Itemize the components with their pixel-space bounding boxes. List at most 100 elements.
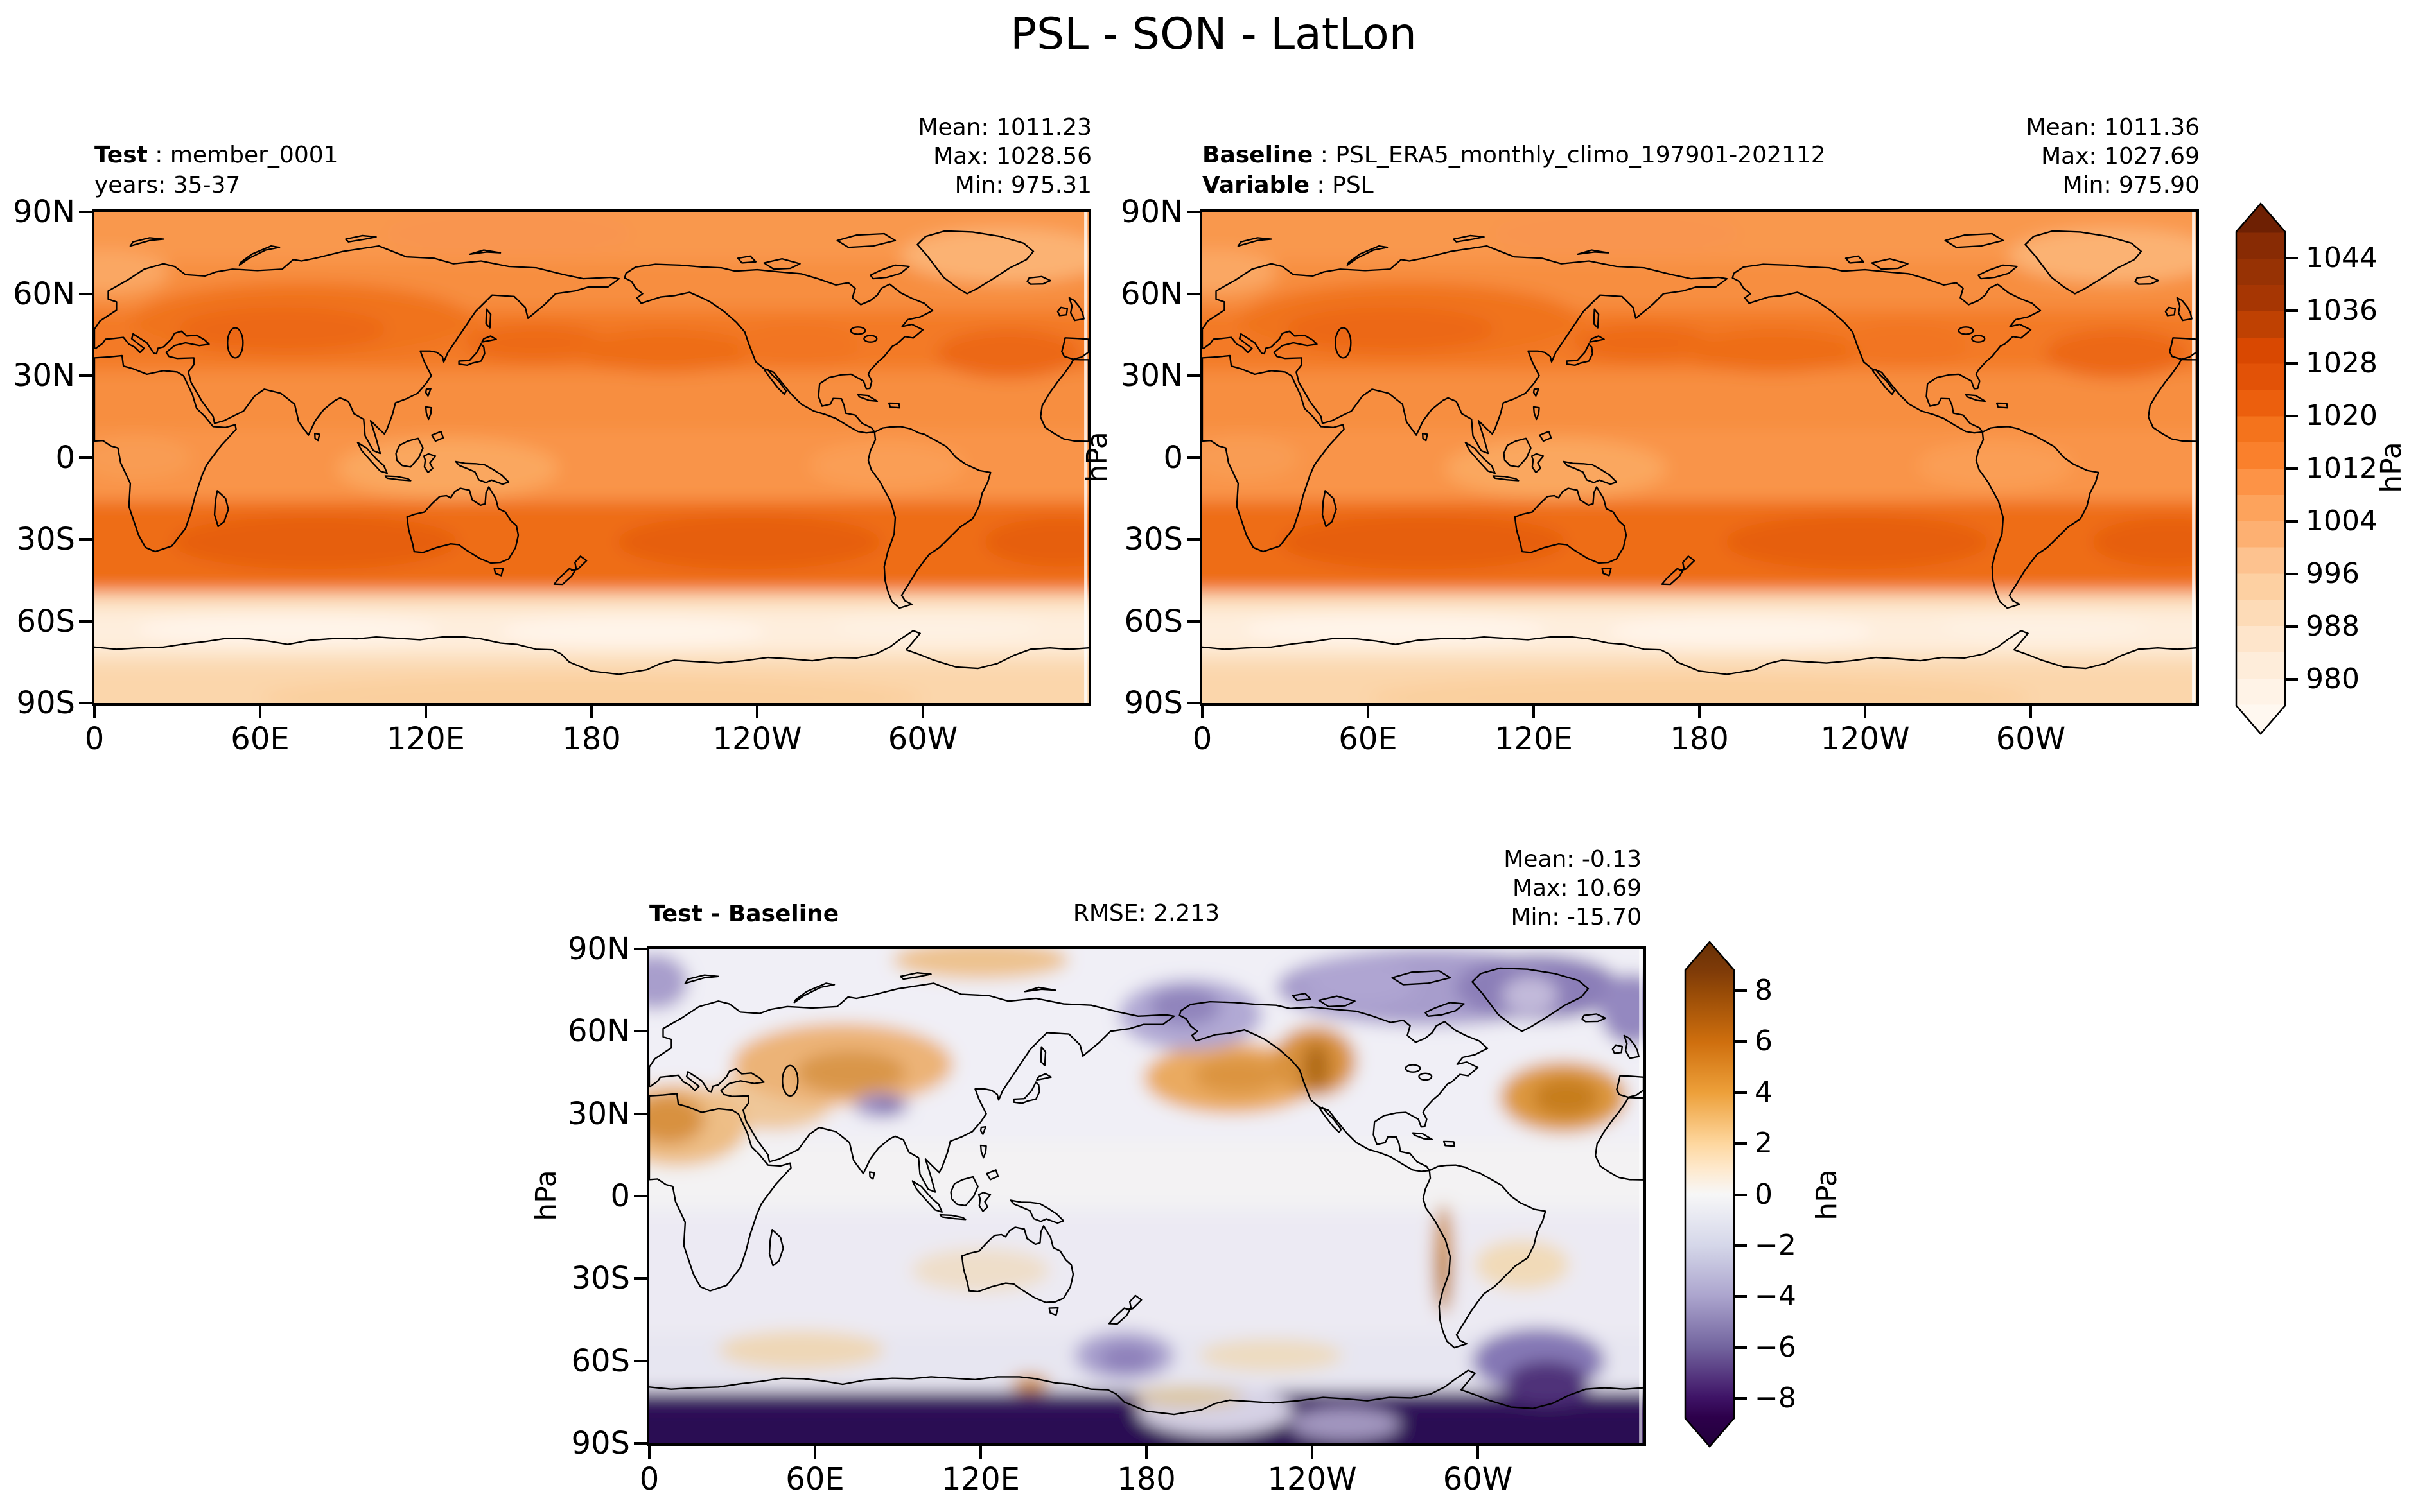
- test-y-tick-label: 0: [55, 439, 75, 476]
- baseline-name: PSL_ERA5_monthly_climo_197901-202112: [1335, 142, 1826, 168]
- diff-x-tick: [814, 1446, 816, 1459]
- test-min: Min: 975.31: [954, 172, 1092, 198]
- test-header: Test : member_0001 years: 35-37: [94, 140, 338, 200]
- baseline-y-tick-label: 60S: [1124, 603, 1183, 639]
- colorbar-difference-unit: hPa: [1810, 1169, 1843, 1221]
- baseline-map-plot: [1202, 212, 2196, 703]
- colorbar-difference-tick-label: −2: [1755, 1229, 1796, 1262]
- baseline-y-tick-label: 90S: [1124, 685, 1183, 721]
- colorbar-absolute-tick-label: 996: [2306, 557, 2360, 590]
- test-map-plot: [94, 212, 1089, 703]
- test-max: Max: 1028.56: [933, 143, 1092, 169]
- test-x-tick-label: 60E: [231, 721, 290, 757]
- colorbar-absolute-tick: [2286, 257, 2298, 259]
- colorbar-absolute-tick: [2286, 678, 2298, 681]
- baseline-y-tick: [1187, 456, 1200, 459]
- test-mean: Mean: 1011.23: [918, 114, 1092, 141]
- colorbar-absolute: [2235, 202, 2286, 738]
- diff-x-tick: [1476, 1446, 1479, 1459]
- diff-y-tick: [634, 1030, 647, 1033]
- test-y-tick: [79, 292, 92, 295]
- test-y-tick-label: 60S: [16, 603, 75, 639]
- diff-x-tick: [979, 1446, 982, 1459]
- test-x-tick: [93, 706, 96, 718]
- colorbar-difference-tick: [1735, 1346, 1747, 1349]
- test-x-tick: [259, 706, 261, 718]
- baseline-x-tick-label: 60E: [1338, 721, 1397, 757]
- variable-label: Variable: [1202, 172, 1310, 198]
- colorbar-absolute-tick: [2286, 625, 2298, 628]
- colorbar-absolute-tick: [2286, 467, 2298, 470]
- baseline-y-tick-label: 30S: [1124, 521, 1183, 557]
- baseline-y-tick: [1187, 538, 1200, 541]
- variable-name: PSL: [1332, 172, 1374, 198]
- colorbar-absolute-unit: hPa: [2375, 442, 2408, 493]
- baseline-x-tick-label: 120E: [1494, 721, 1573, 757]
- baseline-x-tick-label: 120W: [1820, 721, 1910, 757]
- test-x-tick-label: 120E: [387, 721, 465, 757]
- colorbar-difference: [1684, 941, 1735, 1450]
- test-y-tick: [79, 211, 92, 213]
- test-y-tick: [79, 620, 92, 623]
- test-x-tick-label: 0: [84, 721, 105, 757]
- diff-header: Test - Baseline: [649, 899, 839, 929]
- diff-x-tick-label: 60W: [1442, 1461, 1513, 1497]
- test-name: member_0001: [170, 142, 338, 168]
- baseline-label: Baseline: [1202, 142, 1313, 168]
- test-x-tick: [590, 706, 593, 718]
- colorbar-difference-tick-label: 2: [1755, 1127, 1773, 1160]
- colorbar-difference-tick: [1735, 1295, 1747, 1298]
- diff-y-tick: [634, 1195, 647, 1197]
- diff-map-plot: [649, 949, 1643, 1443]
- diff-y-tick: [634, 1442, 647, 1445]
- colorbar-absolute-tick: [2286, 415, 2298, 417]
- colorbar-difference-bar: [1684, 941, 1735, 1448]
- test-x-tick: [425, 706, 427, 718]
- test-y-tick: [79, 702, 92, 704]
- baseline-y-tick: [1187, 620, 1200, 623]
- baseline-mean: Mean: 1011.36: [2026, 114, 2200, 141]
- test-x-tick-label: 120W: [712, 721, 802, 757]
- test-y-tick: [79, 456, 92, 459]
- colorbar-difference-tick-label: 0: [1755, 1177, 1773, 1211]
- test-x-tick-label: 180: [562, 721, 621, 757]
- diff-min: Min: -15.70: [1511, 904, 1642, 930]
- baseline-stats: Mean: 1011.36 Max: 1027.69 Min: 975.90: [1814, 113, 2200, 200]
- diff-x-tick-label: 180: [1117, 1461, 1176, 1497]
- baseline-x-tick: [1864, 706, 1866, 718]
- colorbar-absolute-tick-label: 1028: [2306, 347, 2378, 379]
- test-x-tick: [756, 706, 758, 718]
- test-label: Test: [94, 142, 148, 168]
- colorbar-difference-tick-label: 4: [1755, 1075, 1773, 1109]
- diff-map: [647, 946, 1646, 1446]
- figure-title: PSL - SON - LatLon: [1010, 9, 1417, 60]
- diff-y-tick-label: 30N: [568, 1095, 630, 1132]
- baseline-y-tick-label: 60N: [1121, 275, 1183, 312]
- test-map: [92, 209, 1091, 706]
- baseline-max: Max: 1027.69: [2041, 143, 2200, 169]
- diff-x-tick: [648, 1446, 651, 1459]
- baseline-y-tick: [1187, 702, 1200, 704]
- diff-mean: Mean: -0.13: [1503, 846, 1642, 873]
- baseline-header: Baseline : PSL_ERA5_monthly_climo_197901…: [1202, 142, 1826, 198]
- baseline-y-tick-label: 30N: [1121, 358, 1183, 394]
- diff-y-tick-label: 30S: [571, 1260, 630, 1297]
- colorbar-difference-tick-label: −4: [1755, 1280, 1796, 1313]
- diff-label: Test - Baseline: [649, 901, 839, 927]
- diff-y-tick: [634, 1359, 647, 1362]
- colorbar-difference-tick: [1735, 1193, 1747, 1196]
- diff-max: Max: 10.69: [1512, 875, 1642, 901]
- test-stats: Mean: 1011.23 Max: 1028.56 Min: 975.31: [706, 113, 1092, 200]
- diff-y-tick-label: 90N: [568, 931, 630, 967]
- colorbar-difference-tick: [1735, 1040, 1747, 1043]
- diff-y-tick: [634, 1277, 647, 1280]
- colorbar-difference-tick-label: 8: [1755, 974, 1773, 1007]
- test-y-tick-label: 30S: [16, 521, 75, 557]
- baseline-x-tick-label: 60W: [1995, 721, 2066, 757]
- baseline-x-tick: [1367, 706, 1369, 718]
- colorbar-difference-tick-label: −6: [1755, 1330, 1796, 1364]
- colorbar-absolute-tick-label: 1044: [2306, 241, 2378, 274]
- colorbar-difference-tick-label: −8: [1755, 1382, 1796, 1415]
- test-years: years: 35-37: [94, 172, 241, 198]
